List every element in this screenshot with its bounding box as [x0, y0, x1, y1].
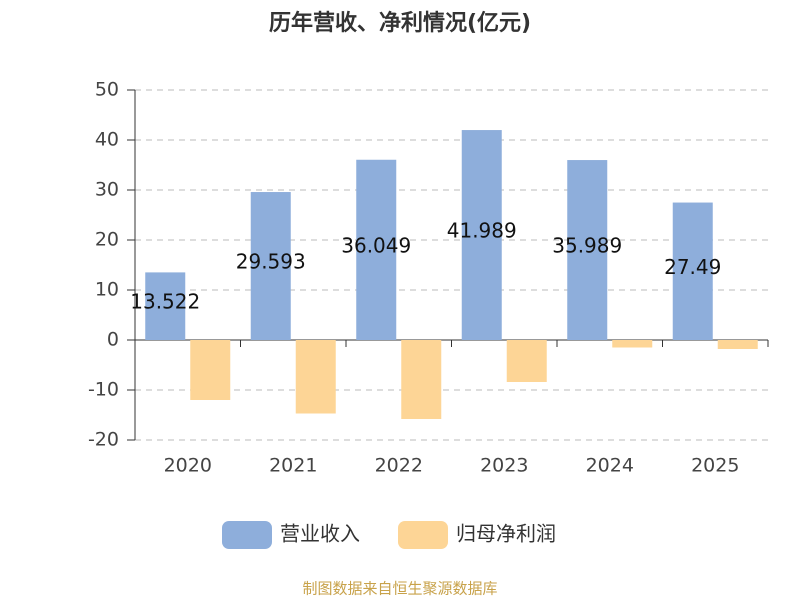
- bar: [567, 160, 608, 340]
- y-tick-label: 40: [95, 129, 119, 151]
- x-tick-label: 2021: [269, 455, 317, 477]
- legend-swatch: [222, 521, 272, 549]
- x-tick-label: 2020: [164, 455, 212, 477]
- bar: [672, 202, 713, 340]
- bar: [506, 340, 547, 382]
- chart-title: 历年营收、净利情况(亿元): [269, 10, 531, 36]
- bar: [356, 159, 397, 340]
- y-tick-label: -10: [88, 379, 119, 401]
- x-tick-label: 2023: [480, 455, 528, 477]
- bar: [717, 340, 758, 349]
- bar: [190, 340, 231, 400]
- x-tick-label: 2024: [586, 455, 634, 477]
- y-tick-label: 30: [95, 179, 119, 201]
- y-tick-label: 50: [95, 79, 119, 101]
- legend-swatch: [398, 521, 448, 549]
- y-tick-label: 10: [95, 279, 119, 301]
- y-tick-label: 0: [107, 329, 119, 351]
- legend-label: 营业收入: [280, 522, 360, 546]
- bar: [401, 340, 442, 419]
- bar: [612, 340, 653, 348]
- data-label: 36.049: [341, 233, 411, 257]
- y-tick-label: 20: [95, 229, 119, 251]
- data-label: 35.989: [552, 234, 622, 258]
- x-tick-label: 2025: [691, 455, 739, 477]
- bar: [295, 340, 336, 414]
- y-tick-label: -20: [88, 429, 119, 451]
- data-label: 29.593: [236, 250, 306, 274]
- legend-label: 归母净利润: [456, 522, 556, 546]
- x-tick-label: 2022: [375, 455, 423, 477]
- bar: [145, 272, 186, 340]
- data-label: 13.522: [130, 290, 200, 314]
- bar: [461, 130, 502, 340]
- data-label: 27.49: [664, 255, 721, 279]
- data-label: 41.989: [447, 219, 517, 243]
- source-note: 制图数据来自恒生聚源数据库: [302, 580, 497, 598]
- bar: [250, 192, 291, 340]
